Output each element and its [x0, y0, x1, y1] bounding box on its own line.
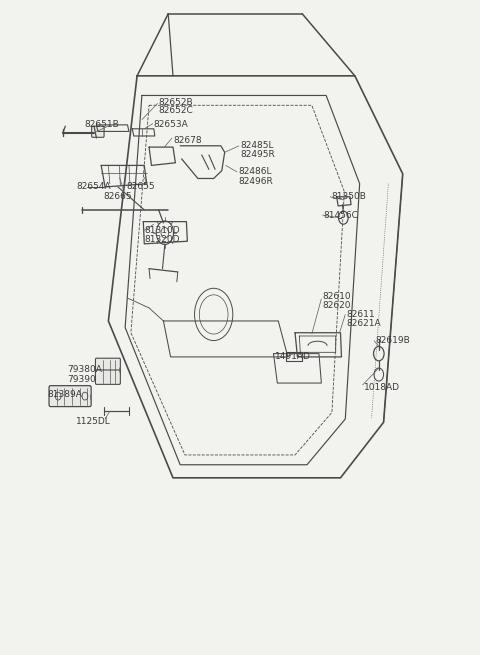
Text: 82619B: 82619B	[375, 336, 410, 345]
Text: 82654A: 82654A	[76, 183, 111, 191]
Text: 82655: 82655	[127, 183, 155, 191]
Text: 82651B: 82651B	[84, 121, 119, 130]
Text: 81320D: 81320D	[144, 235, 180, 244]
Text: 82486L: 82486L	[238, 168, 272, 176]
Text: 81350B: 81350B	[331, 193, 366, 201]
Text: 82653A: 82653A	[154, 121, 189, 130]
FancyBboxPatch shape	[92, 126, 104, 138]
FancyBboxPatch shape	[96, 358, 120, 373]
Text: 82496R: 82496R	[238, 177, 273, 185]
Text: 82610: 82610	[323, 291, 351, 301]
Text: 82620: 82620	[323, 301, 351, 310]
Text: 79380A: 79380A	[68, 365, 103, 375]
Text: 81456C: 81456C	[324, 210, 359, 219]
Text: 1125DL: 1125DL	[76, 417, 111, 426]
FancyBboxPatch shape	[49, 386, 91, 407]
Text: 81310D: 81310D	[144, 226, 180, 235]
Text: 79390: 79390	[68, 375, 96, 384]
Text: 82665: 82665	[104, 193, 132, 201]
Text: 81389A: 81389A	[48, 390, 83, 399]
Text: 82485L: 82485L	[240, 141, 274, 150]
FancyBboxPatch shape	[96, 370, 120, 384]
Text: 82678: 82678	[173, 136, 202, 145]
Text: 1491AD: 1491AD	[275, 352, 311, 362]
Text: 82495R: 82495R	[240, 151, 275, 159]
Text: 1018AD: 1018AD	[363, 383, 399, 392]
Text: 82621A: 82621A	[346, 319, 381, 328]
Text: 82611: 82611	[346, 310, 375, 319]
Text: 82652C: 82652C	[158, 106, 193, 115]
Text: 82652B: 82652B	[158, 98, 193, 107]
